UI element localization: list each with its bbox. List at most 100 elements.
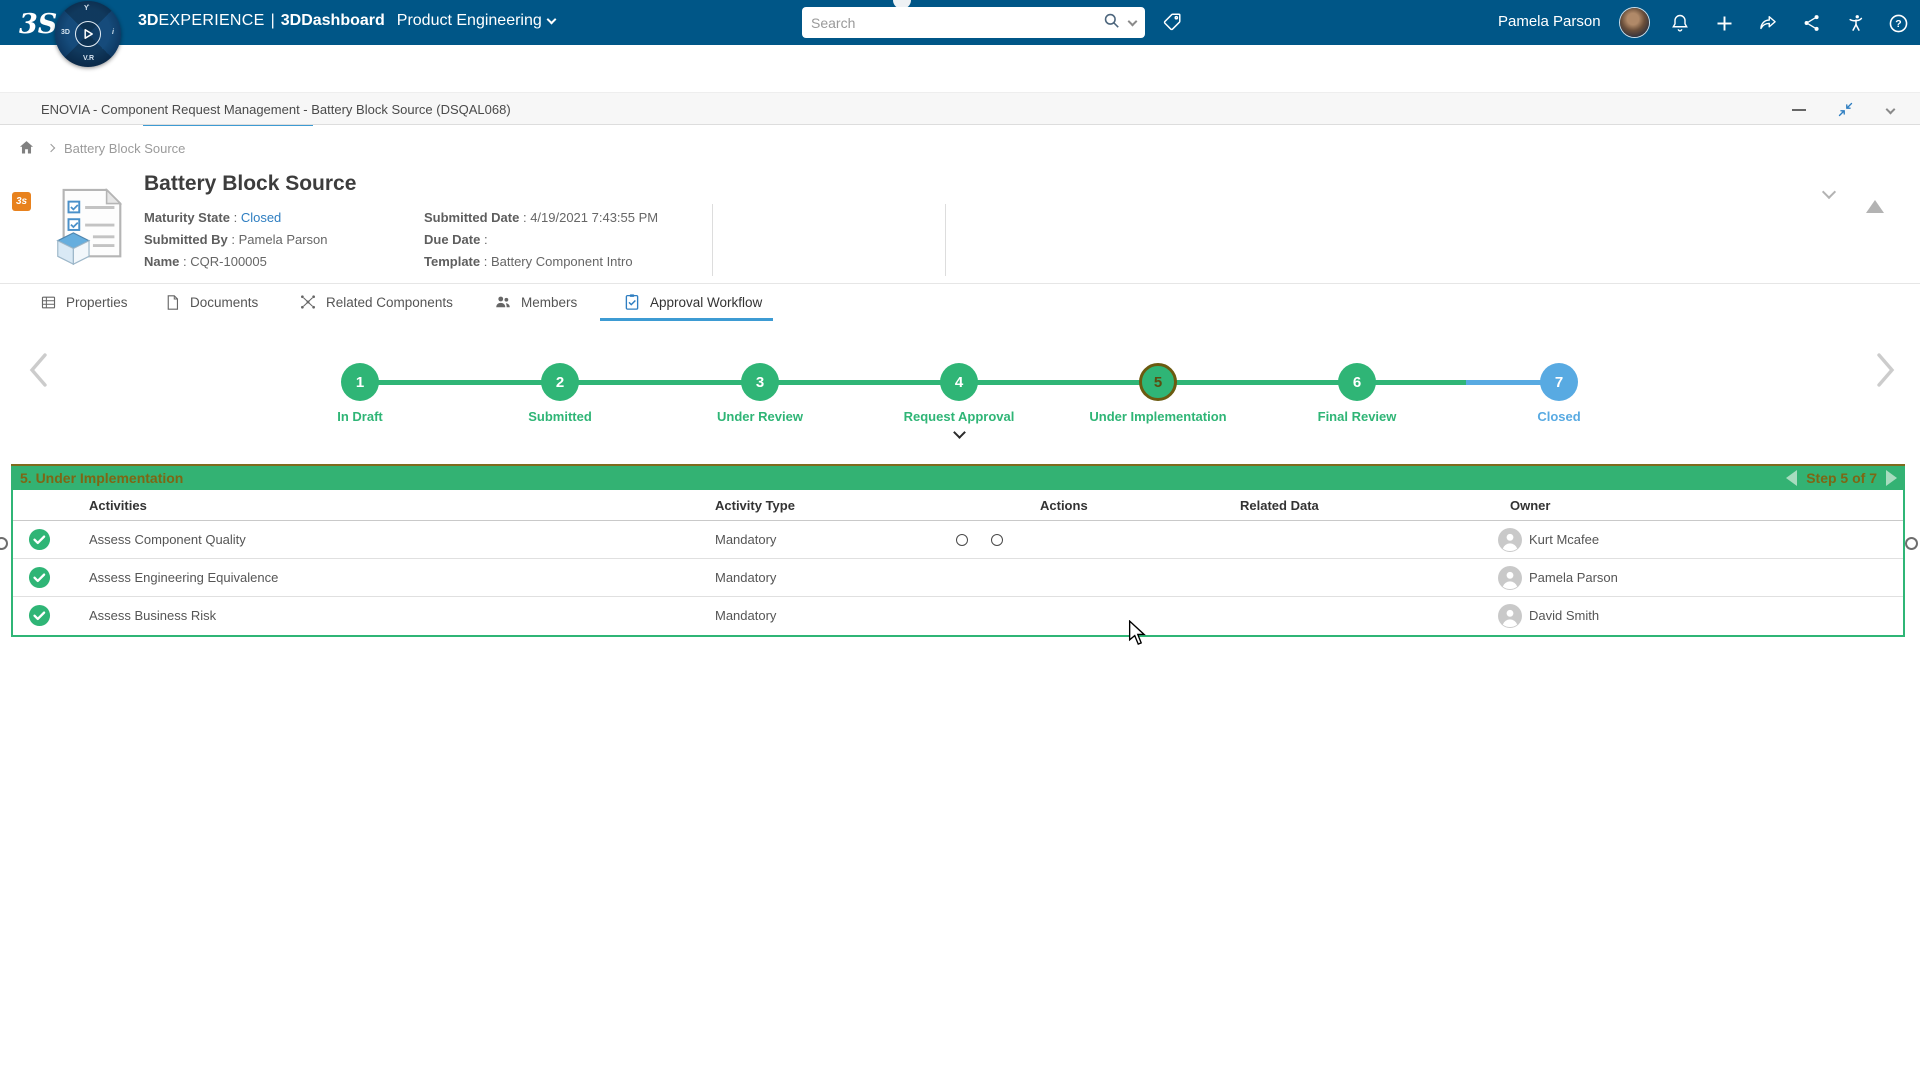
activity-type: Mandatory [715, 532, 777, 547]
tab-properties[interactable]: Properties [40, 289, 128, 315]
chevron-down-icon[interactable] [546, 14, 557, 24]
widget-header: 3s ENOVIA - Component Request Management… [0, 92, 1920, 211]
step-expand-caret-icon[interactable] [952, 426, 966, 439]
table-row[interactable]: Assess Engineering Equivalence Mandatory… [13, 559, 1903, 597]
widget-menu-chevron-icon[interactable] [1878, 93, 1902, 126]
step-label: Under Review [717, 409, 803, 424]
search-input[interactable] [811, 14, 1094, 31]
step-label: Submitted [528, 409, 592, 424]
column-activity-type: Activity Type [715, 498, 795, 513]
dashboard-pull-handle[interactable] [893, 0, 911, 9]
user-avatar-icon [1498, 528, 1522, 557]
pager-next-triangle-icon[interactable] [1886, 470, 1897, 486]
action-radio-button[interactable] [956, 534, 968, 546]
field-due-date: Due Date : [424, 232, 488, 247]
step-pager: Step 5 of 7 [1786, 466, 1897, 490]
collapse-widget-icon[interactable] [1833, 93, 1857, 126]
step-submitted[interactable]: 2 Submitted [460, 363, 660, 424]
step-number: 2 [555, 373, 565, 391]
column-related-data: Related Data [1240, 498, 1319, 513]
step-circle[interactable]: 4 [940, 363, 978, 401]
step-number: 3 [755, 373, 765, 391]
step-label: Final Review [1317, 409, 1397, 424]
table-row[interactable]: Assess Component Quality Mandatory Kurt … [13, 521, 1903, 559]
document-icon [164, 294, 181, 311]
3dexperience-compass-logo[interactable]: 3D V.R i ϒ [55, 1, 121, 67]
edge-radio-left [0, 537, 8, 550]
brand-3d: 3D [138, 12, 159, 29]
dashboard-tab-bar: Engineering Design [0, 45, 1920, 126]
share-nodes-icon[interactable] [1800, 11, 1824, 35]
pager-label: Step 5 of 7 [1806, 470, 1877, 486]
add-icon[interactable] [1712, 11, 1736, 35]
step-circle[interactable]: 5 [1139, 363, 1177, 401]
compass-play-icon[interactable] [75, 21, 101, 47]
field-template: Template : Battery Component Intro [424, 254, 633, 269]
enovia-widget-badge-icon: 3s [12, 192, 31, 211]
user-name[interactable]: Pamela Parson [1498, 13, 1601, 30]
step-circle[interactable]: 6 [1338, 363, 1376, 401]
step-under-review[interactable]: 3 Under Review [660, 363, 860, 424]
stepper-next-chevron-icon[interactable] [1872, 350, 1900, 395]
step-label: Closed [1537, 409, 1581, 424]
step-request-approval[interactable]: 4 Request Approval [859, 363, 1059, 439]
compass-i-label: i [112, 29, 114, 36]
tab-members[interactable]: Members [494, 289, 577, 315]
field-name: Name : CQR-100005 [144, 254, 267, 269]
field-value: 4/19/2021 7:43:55 PM [530, 210, 659, 225]
search-bar[interactable] [802, 7, 1145, 38]
search-icon[interactable] [1102, 11, 1121, 35]
step-final-review[interactable]: 6 Final Review [1257, 363, 1457, 424]
breadcrumb-current[interactable]: Battery Block Source [64, 141, 186, 156]
field-value[interactable]: Closed [240, 210, 282, 225]
object-fields-left: Maturity State : Closed Submitted By : Pa… [144, 207, 328, 273]
step-closed[interactable]: 7 Closed [1459, 363, 1659, 424]
svg-text:3S: 3S [19, 9, 57, 40]
share-icon[interactable] [1756, 11, 1780, 35]
swym-community-icon[interactable] [1844, 11, 1868, 35]
home-icon[interactable] [18, 139, 35, 161]
header-expand-chevron-icon[interactable] [1821, 184, 1837, 202]
bell-icon[interactable] [1668, 11, 1692, 35]
step-in-draft[interactable]: 1 In Draft [260, 363, 460, 424]
step-circle[interactable]: 1 [341, 363, 379, 401]
activities-table: Activities Activity Type Actions Related… [11, 490, 1905, 637]
user-avatar-icon [1498, 566, 1522, 595]
stepper-prev-chevron-icon[interactable] [24, 350, 52, 395]
field-value: Pamela Parson [238, 232, 328, 247]
column-owner: Owner [1510, 498, 1551, 513]
activity-name: Assess Component Quality [89, 532, 246, 547]
page-title: Battery Block Source [144, 172, 357, 195]
step-number: 5 [1153, 373, 1163, 391]
tab-label: Documents [190, 294, 259, 310]
activity-name: Assess Engineering Equivalence [89, 570, 279, 585]
search-options-chevron-icon[interactable] [1127, 16, 1138, 26]
component-request-document-icon [46, 186, 134, 275]
compass-vr-label: V.R [83, 55, 95, 62]
tab-related-components[interactable]: Related Components [299, 289, 453, 315]
help-icon[interactable]: ? [1886, 11, 1910, 35]
tag-icon[interactable] [1161, 11, 1183, 38]
context-selector-label[interactable]: Product Engineering [396, 12, 542, 29]
tab-documents[interactable]: Documents [164, 289, 258, 315]
grid-icon [40, 294, 57, 311]
minimize-widget-button[interactable] [1787, 93, 1811, 126]
table-row[interactable]: Assess Business Risk Mandatory David Smi… [13, 597, 1903, 635]
owner-name: Pamela Parson [1529, 570, 1618, 585]
user-avatar[interactable] [1620, 8, 1649, 37]
step-circle[interactable]: 7 [1540, 363, 1578, 401]
action-radio-button[interactable] [991, 534, 1003, 546]
compass-top-glyph: ϒ [84, 5, 90, 12]
collapse-header-triangle-icon[interactable] [1866, 183, 1884, 213]
active-object-tab-underline [600, 318, 773, 321]
step-circle[interactable]: 3 [741, 363, 779, 401]
clipboard-check-icon [623, 293, 641, 311]
step-under-implementation[interactable]: 5 Under Implementation [1058, 363, 1258, 424]
step-label: Under Implementation [1089, 409, 1227, 424]
pager-prev-triangle-icon[interactable] [1786, 470, 1798, 486]
field-value: CQR-100005 [190, 254, 267, 269]
check-circle-icon [28, 604, 51, 632]
step-circle[interactable]: 2 [541, 363, 579, 401]
widget-title: ENOVIA - Component Request Management - … [41, 102, 511, 117]
tab-approval-workflow[interactable]: Approval Workflow [623, 289, 762, 315]
